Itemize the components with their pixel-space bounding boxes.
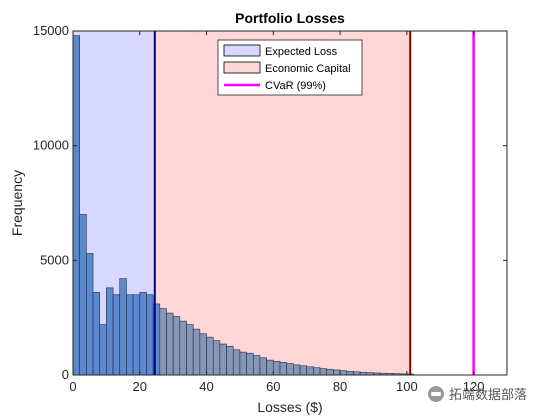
x-tick-label: 40 bbox=[199, 379, 213, 394]
histogram-bar bbox=[79, 214, 87, 376]
histogram-bar bbox=[346, 371, 354, 376]
legend-label-cvar: CVaR (99%) bbox=[265, 80, 326, 92]
histogram-bar bbox=[146, 294, 154, 376]
histogram-bar bbox=[219, 343, 227, 376]
histogram-bar bbox=[266, 359, 274, 376]
plot-frame bbox=[72, 30, 508, 376]
histogram-bar bbox=[192, 328, 201, 376]
histogram-bar bbox=[139, 292, 147, 376]
legend-label-expected-loss: Expected Loss bbox=[265, 46, 338, 58]
histogram-bar bbox=[92, 292, 101, 376]
histogram-bar bbox=[333, 369, 341, 376]
chat-bubble-icon bbox=[428, 385, 444, 402]
y-tick-label: 5000 bbox=[40, 252, 69, 267]
histogram-bar bbox=[172, 316, 181, 376]
histogram-bar bbox=[206, 336, 214, 376]
y-axis-label: Frequency bbox=[9, 170, 25, 236]
watermark-text: 拓端数据部落 bbox=[449, 388, 528, 403]
histogram-bar bbox=[186, 324, 194, 376]
histogram-bar bbox=[106, 287, 114, 376]
histogram-bar bbox=[226, 346, 234, 376]
x-tick-label: 120 bbox=[463, 379, 485, 394]
histogram-bar bbox=[179, 320, 187, 376]
watermark: 拓端数据部落 bbox=[428, 384, 527, 403]
histogram-bar bbox=[199, 333, 207, 376]
histogram-bar bbox=[299, 365, 307, 376]
histogram-bar bbox=[119, 278, 127, 376]
x-axis-ticks: 0 20 40 60 80 100 120 bbox=[69, 31, 484, 394]
histogram-bar bbox=[286, 363, 294, 376]
histogram-bar bbox=[132, 294, 141, 376]
histogram-bar bbox=[273, 360, 281, 376]
histogram-bar bbox=[326, 368, 334, 376]
x-tick-label: 80 bbox=[333, 379, 347, 394]
histogram-bar bbox=[246, 352, 254, 376]
histogram-bar bbox=[166, 312, 174, 376]
histogram-bar bbox=[279, 362, 287, 376]
histogram-bar bbox=[293, 364, 301, 376]
x-tick-label: 60 bbox=[266, 379, 280, 394]
y-tick-label: 10000 bbox=[33, 138, 69, 153]
histogram-bar bbox=[319, 368, 328, 376]
legend-swatch-economic-capital bbox=[223, 61, 261, 74]
histogram-bar bbox=[339, 370, 348, 376]
histogram-bar bbox=[112, 294, 121, 376]
legend-label-economic-capital: Economic Capital bbox=[265, 63, 351, 75]
histogram-bar bbox=[126, 294, 134, 376]
histogram-bar bbox=[232, 349, 241, 376]
histogram-bar bbox=[252, 355, 261, 376]
x-tick-label: 0 bbox=[69, 379, 76, 394]
x-axis-label: Losses ($) bbox=[257, 399, 322, 415]
legend-swatch-expected-loss bbox=[223, 44, 261, 57]
histogram-bar bbox=[159, 308, 167, 376]
histogram-bar bbox=[72, 35, 80, 376]
legend: Expected Loss Economic Capital CVaR (99%… bbox=[217, 39, 363, 96]
histogram-bar bbox=[259, 357, 267, 376]
histogram-bar bbox=[86, 253, 94, 376]
chart-title: Portfolio Losses bbox=[235, 10, 345, 26]
vertical-lines bbox=[153, 31, 475, 375]
histogram-bar bbox=[306, 366, 314, 376]
histogram-bar bbox=[313, 367, 321, 376]
histogram-bar bbox=[99, 324, 107, 376]
x-tick-label: 20 bbox=[133, 379, 147, 394]
histogram-bar bbox=[212, 340, 221, 376]
y-tick-label: 0 bbox=[62, 367, 69, 382]
y-axis-ticks: 0 5000 10000 15000 bbox=[33, 23, 507, 382]
x-tick-label: 100 bbox=[396, 379, 418, 394]
histogram-bar bbox=[239, 351, 247, 376]
y-tick-label: 15000 bbox=[33, 23, 69, 38]
